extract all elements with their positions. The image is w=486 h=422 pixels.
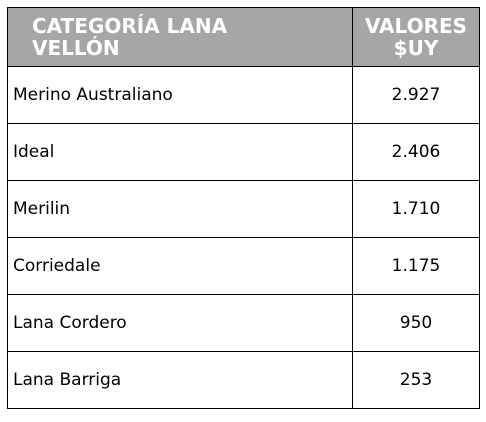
header-text: VALORES $UY (364, 14, 468, 60)
value-cell: 1.175 (352, 237, 480, 295)
category-cell: Lana Cordero (7, 294, 353, 352)
header-cell: VALORES $UY (352, 7, 480, 67)
header-row: CATEGORÍA LANA VELLÓN VALORES $UY (7, 7, 480, 67)
value-cell: 2.927 (352, 66, 480, 124)
value-cell: 253 (352, 351, 480, 409)
category-cell: Merilin (7, 180, 353, 238)
table-row: Lana Cordero 950 (7, 294, 480, 352)
table-row: Lana Barriga 253 (7, 351, 480, 409)
wool-prices-table: CATEGORÍA LANA VELLÓN VALORES $UY Merino… (7, 7, 480, 409)
value-cell: 950 (352, 294, 480, 352)
table-row: Ideal 2.406 (7, 123, 480, 181)
table-body: Merino Australiano 2.927 Ideal 2.406 Merilin… (7, 66, 480, 409)
table-row: Corriedale 1.175 (7, 237, 480, 295)
value-cell: 1.710 (352, 180, 480, 238)
category-cell: Lana Barriga (7, 351, 353, 409)
category-cell: Ideal (7, 123, 353, 181)
value-cell: 2.406 (352, 123, 480, 181)
table-row: Merino Australiano 2.927 (7, 66, 480, 124)
category-cell: Corriedale (7, 237, 353, 295)
category-cell: Merino Australiano (7, 66, 353, 124)
table-row: Merilin 1.710 (7, 180, 480, 238)
header-cell: CATEGORÍA LANA VELLÓN (7, 7, 353, 67)
header-text: CATEGORÍA LANA VELLÓN (32, 14, 228, 60)
